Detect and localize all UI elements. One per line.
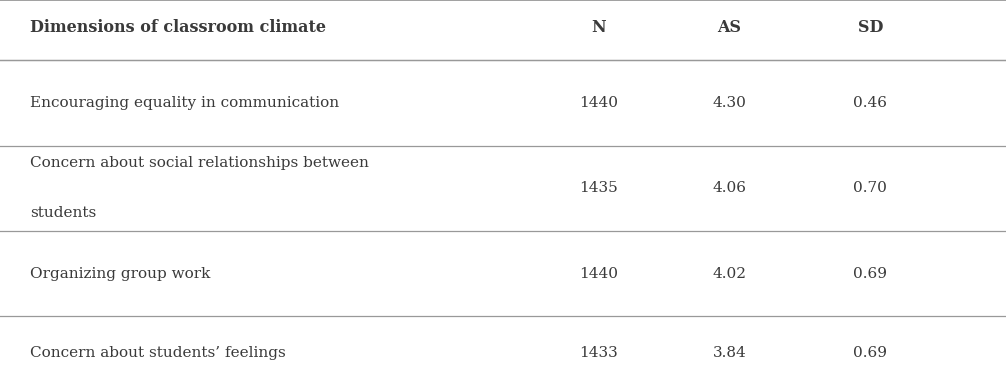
Text: 0.69: 0.69 <box>853 267 887 281</box>
Text: 1435: 1435 <box>579 181 618 195</box>
Text: 0.69: 0.69 <box>853 346 887 360</box>
Text: Concern about students’ feelings: Concern about students’ feelings <box>30 346 286 360</box>
Text: 1433: 1433 <box>579 346 618 360</box>
Text: 1440: 1440 <box>579 267 618 281</box>
Text: 0.70: 0.70 <box>853 181 887 195</box>
Text: Organizing group work: Organizing group work <box>30 267 210 281</box>
Text: 3.84: 3.84 <box>712 346 746 360</box>
Text: 4.02: 4.02 <box>712 267 746 281</box>
Text: 1440: 1440 <box>579 96 618 110</box>
Text: Dimensions of classroom climate: Dimensions of classroom climate <box>30 19 326 36</box>
Text: N: N <box>592 19 606 36</box>
Text: AS: AS <box>717 19 741 36</box>
Text: Concern about social relationships between: Concern about social relationships betwe… <box>30 156 369 170</box>
Text: 0.46: 0.46 <box>853 96 887 110</box>
Text: 4.30: 4.30 <box>712 96 746 110</box>
Text: 4.06: 4.06 <box>712 181 746 195</box>
Text: SD: SD <box>857 19 883 36</box>
Text: Encouraging equality in communication: Encouraging equality in communication <box>30 96 339 110</box>
Text: students: students <box>30 206 97 220</box>
